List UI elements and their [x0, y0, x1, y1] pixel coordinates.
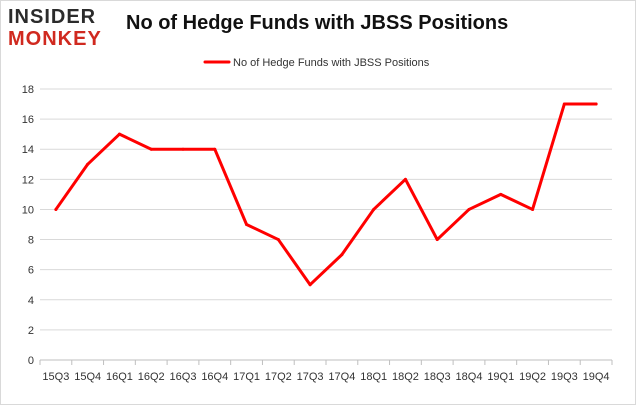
insider-monkey-logo: INSIDER MONKEY [8, 6, 118, 52]
y-tick-label: 18 [22, 84, 34, 96]
x-tick-label: 19Q4 [583, 371, 610, 383]
x-tick-label: 17Q1 [233, 371, 260, 383]
legend-label: No of Hedge Funds with JBSS Positions [233, 57, 430, 69]
data-point [149, 147, 153, 151]
y-tick-label: 0 [28, 355, 34, 367]
data-point [435, 238, 439, 242]
chart-title: No of Hedge Funds with JBSS Positions [126, 12, 509, 34]
data-point [54, 207, 58, 211]
x-tick-label: 17Q4 [328, 371, 355, 383]
y-tick-label: 10 [22, 204, 34, 216]
data-point [499, 192, 503, 196]
y-tick-label: 16 [22, 114, 34, 126]
x-tick-label: 16Q2 [138, 371, 165, 383]
y-tick-label: 6 [28, 265, 34, 277]
x-tick-label: 16Q1 [106, 371, 133, 383]
y-tick-label: 12 [22, 174, 34, 186]
data-point [181, 147, 185, 151]
x-tick-label: 18Q2 [392, 371, 419, 383]
data-point [562, 102, 566, 106]
x-tick-label: 15Q4 [74, 371, 101, 383]
y-tick-label: 8 [28, 235, 34, 247]
x-tick-label: 18Q4 [456, 371, 483, 383]
data-point [276, 238, 280, 242]
data-point [340, 253, 344, 257]
data-point [372, 207, 376, 211]
x-tick-label: 18Q1 [360, 371, 387, 383]
data-point [403, 177, 407, 181]
data-point [213, 147, 217, 151]
logo-line1: INSIDER [8, 6, 97, 28]
x-tick-label: 17Q2 [265, 371, 292, 383]
x-tick-label: 16Q4 [201, 371, 228, 383]
x-tick-label: 18Q3 [424, 371, 451, 383]
data-point [531, 207, 535, 211]
x-tick-label: 17Q3 [297, 371, 324, 383]
y-tick-label: 2 [28, 325, 34, 337]
x-tick-label: 16Q3 [170, 371, 197, 383]
data-point [308, 283, 312, 287]
x-tick-label: 19Q3 [551, 371, 578, 383]
x-tick-label: 15Q3 [42, 371, 69, 383]
data-point [117, 132, 121, 136]
series-line [54, 102, 598, 287]
data-point [594, 102, 598, 106]
x-tick-label: 19Q2 [519, 371, 546, 383]
y-tick-label: 4 [28, 295, 34, 307]
data-point [86, 162, 90, 166]
logo-line2: MONKEY [8, 28, 102, 50]
data-point [467, 207, 471, 211]
x-tick-label: 19Q1 [487, 371, 514, 383]
data-point [245, 223, 249, 226]
y-tick-label: 14 [22, 144, 34, 156]
